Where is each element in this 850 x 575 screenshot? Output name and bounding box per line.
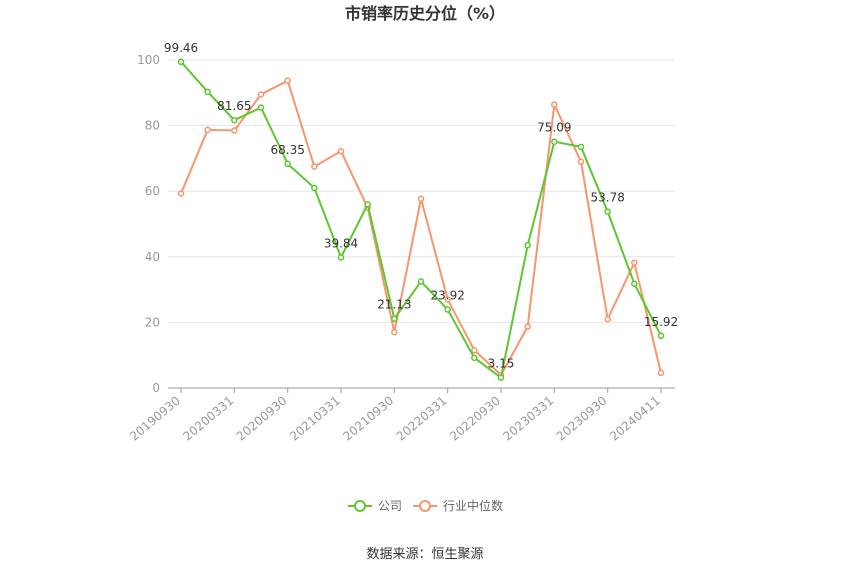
point-company bbox=[604, 208, 611, 215]
point-industry bbox=[524, 323, 531, 330]
x-tick-label: 20240411 bbox=[607, 394, 663, 444]
legend-label-industry: 行业中位数 bbox=[443, 498, 503, 513]
point-company bbox=[524, 242, 531, 249]
series-group bbox=[177, 58, 665, 381]
y-tick-label: 100 bbox=[137, 53, 160, 67]
point-company bbox=[204, 88, 211, 96]
point-industry bbox=[337, 147, 345, 155]
point-industry bbox=[391, 328, 398, 336]
legend-item-company[interactable]: 公司 bbox=[348, 499, 402, 513]
point-industry bbox=[551, 101, 558, 108]
point-company bbox=[471, 354, 478, 362]
x-tick-label: 20220930 bbox=[447, 394, 503, 444]
point-company bbox=[257, 104, 265, 111]
point-company bbox=[337, 254, 345, 261]
point-industry bbox=[311, 163, 318, 170]
y-tick-label: 0 bbox=[152, 381, 160, 395]
point-industry bbox=[577, 158, 585, 165]
x-tick-label: 20230331 bbox=[500, 394, 556, 444]
data-label: 23.92 bbox=[430, 289, 464, 303]
point-company bbox=[631, 280, 638, 287]
series-line-company bbox=[180, 61, 662, 380]
source-note: 数据来源：恒生聚源 bbox=[366, 547, 483, 562]
grid bbox=[168, 59, 675, 323]
y-tick-label: 60 bbox=[145, 184, 160, 198]
x-tick-label: 20210331 bbox=[287, 394, 343, 444]
point-industry bbox=[604, 315, 611, 323]
point-industry bbox=[657, 369, 665, 377]
point-company bbox=[177, 58, 185, 66]
chart-title: 市销率历史分位（%） bbox=[345, 4, 505, 23]
y-tick-label: 40 bbox=[145, 250, 160, 264]
x-tick-label: 20230930 bbox=[554, 394, 610, 444]
axes: 0204060801002019093020200331202009302021… bbox=[127, 53, 675, 444]
x-tick-label: 20190930 bbox=[127, 394, 183, 444]
point-company bbox=[657, 332, 665, 340]
data-label: 81.65 bbox=[217, 99, 251, 113]
point-company bbox=[364, 201, 371, 208]
legend-swatch-marker bbox=[354, 500, 366, 512]
data-labels: 99.46 81.65 68.35 39.84 21.13 23.92 3.15 75.09 5… bbox=[164, 41, 678, 371]
data-label: 21.13 bbox=[377, 298, 411, 312]
point-company bbox=[497, 374, 505, 381]
data-label: 53.78 bbox=[590, 191, 624, 205]
data-label: 99.46 bbox=[164, 41, 198, 55]
legend[interactable]: 公司 行业中位数 bbox=[348, 498, 503, 513]
point-company bbox=[417, 278, 425, 285]
point-industry bbox=[284, 77, 291, 84]
point-company bbox=[577, 143, 585, 151]
point-company bbox=[391, 315, 398, 322]
point-company bbox=[284, 160, 291, 168]
series-line-industry bbox=[180, 79, 662, 377]
x-tick-label: 20200930 bbox=[234, 394, 290, 444]
y-tick-label: 20 bbox=[145, 315, 160, 329]
data-label: 68.35 bbox=[270, 143, 304, 157]
legend-item-industry[interactable]: 行业中位数 bbox=[413, 498, 503, 513]
point-industry bbox=[444, 296, 451, 303]
data-label: 75.09 bbox=[537, 121, 571, 135]
point-industry bbox=[417, 195, 425, 202]
x-tick-label: 20200331 bbox=[180, 394, 236, 444]
data-label: 3.15 bbox=[488, 357, 515, 371]
legend-swatch-marker bbox=[419, 500, 431, 512]
point-company bbox=[551, 138, 558, 145]
point-industry bbox=[177, 190, 185, 197]
point-industry bbox=[204, 126, 211, 134]
point-company bbox=[231, 116, 238, 124]
point-industry bbox=[257, 91, 265, 98]
point-company bbox=[311, 184, 318, 192]
point-industry bbox=[471, 347, 478, 354]
point-industry bbox=[231, 127, 238, 134]
x-tick-label: 20220331 bbox=[394, 394, 450, 444]
data-label: 15.92 bbox=[644, 315, 678, 329]
data-label: 39.84 bbox=[324, 236, 358, 250]
legend-label-company: 公司 bbox=[378, 499, 402, 513]
y-tick-label: 80 bbox=[145, 119, 160, 133]
x-tick-label: 20210930 bbox=[340, 394, 396, 444]
point-company bbox=[444, 306, 451, 313]
point-industry bbox=[631, 259, 638, 266]
